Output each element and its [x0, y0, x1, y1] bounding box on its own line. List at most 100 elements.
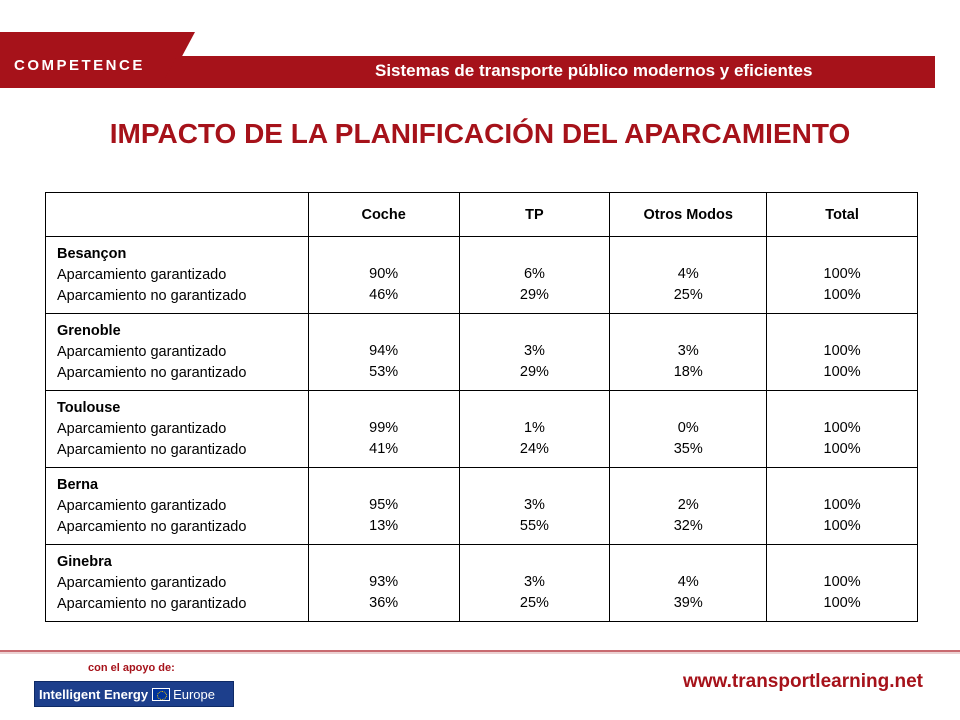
- total-cell: 100% 100%: [766, 390, 918, 468]
- value: 4%: [677, 266, 699, 282]
- value: 25%: [519, 595, 549, 611]
- value: 99%: [369, 420, 399, 436]
- value: 100%: [823, 343, 861, 359]
- total-cell: 100% 100%: [766, 544, 918, 622]
- value: 6%: [523, 266, 545, 282]
- value: 25%: [673, 287, 703, 303]
- value: 55%: [519, 518, 549, 534]
- table-row: Grenoble Aparcamiento garantizado Aparca…: [45, 313, 918, 391]
- iee-logo-text: Intelligent Energy: [39, 686, 149, 702]
- city-cell: Ginebra Aparcamiento garantizado Aparcam…: [45, 544, 309, 622]
- header-tp: TP: [458, 192, 611, 237]
- coche-cell: 99% 41%: [307, 390, 460, 468]
- value: 100%: [823, 364, 861, 380]
- header-empty: [45, 192, 309, 237]
- city-name: Berna: [57, 476, 99, 493]
- city-name: Ginebra: [57, 553, 112, 570]
- total-cell: 100% 100%: [766, 236, 918, 314]
- value: 2%: [677, 497, 699, 513]
- table-header-row: Coche TP Otros Modos Total: [45, 192, 918, 237]
- coche-cell: 95% 13%: [307, 467, 460, 545]
- value: 36%: [369, 595, 399, 611]
- value: 100%: [823, 266, 861, 282]
- value: 100%: [823, 441, 861, 457]
- value: 29%: [519, 287, 549, 303]
- iee-logo-suffix: Europe: [173, 686, 215, 702]
- value: 24%: [519, 441, 549, 457]
- value: 4%: [677, 574, 699, 590]
- coche-cell: 93% 36%: [307, 544, 460, 622]
- city-name: Toulouse: [57, 399, 121, 416]
- tp-cell: 6% 29%: [458, 236, 611, 314]
- header-coche: Coche: [307, 192, 460, 237]
- intelligent-energy-europe-logo: Intelligent Energy Europe: [34, 681, 234, 707]
- parking-impact-table: Coche TP Otros Modos Total Besançon Apar…: [45, 192, 918, 622]
- city-cell: Besançon Aparcamiento garantizado Aparca…: [45, 236, 309, 314]
- value: 100%: [823, 287, 861, 303]
- city-name: Grenoble: [57, 322, 121, 339]
- value: 100%: [823, 420, 861, 436]
- total-cell: 100% 100%: [766, 313, 918, 391]
- eu-flag-icon: [152, 687, 171, 701]
- value: 0%: [677, 420, 699, 436]
- value: 1%: [523, 420, 545, 436]
- value: 95%: [369, 497, 399, 513]
- row-label-guaranteed: Aparcamiento garantizado: [57, 420, 227, 437]
- website-link[interactable]: www.transportlearning.net: [683, 671, 923, 692]
- competence-logo: COMPETENCE: [14, 57, 145, 74]
- row-label-not-guaranteed: Aparcamiento no garantizado: [57, 441, 247, 458]
- tp-cell: 3% 55%: [458, 467, 611, 545]
- value: 53%: [369, 364, 399, 380]
- value: 13%: [369, 518, 399, 534]
- value: 32%: [673, 518, 703, 534]
- value: 3%: [523, 343, 545, 359]
- city-cell: Grenoble Aparcamiento garantizado Aparca…: [45, 313, 309, 391]
- header-otros-modos: Otros Modos: [609, 192, 768, 237]
- value: 41%: [369, 441, 399, 457]
- coche-cell: 94% 53%: [307, 313, 460, 391]
- table-row: Ginebra Aparcamiento garantizado Aparcam…: [45, 544, 918, 622]
- otros-cell: 4% 25%: [609, 236, 768, 314]
- support-label: con el apoyo de:: [88, 662, 175, 674]
- otros-cell: 4% 39%: [609, 544, 768, 622]
- value: 46%: [369, 287, 399, 303]
- otros-cell: 2% 32%: [609, 467, 768, 545]
- banner-shape: [0, 32, 935, 88]
- city-cell: Toulouse Aparcamiento garantizado Aparca…: [45, 390, 309, 468]
- value: 29%: [519, 364, 549, 380]
- value: 100%: [823, 518, 861, 534]
- tp-cell: 3% 29%: [458, 313, 611, 391]
- row-label-not-guaranteed: Aparcamiento no garantizado: [57, 364, 247, 381]
- header-total: Total: [766, 192, 918, 237]
- table-row: Toulouse Aparcamiento garantizado Aparca…: [45, 390, 918, 468]
- row-label-guaranteed: Aparcamiento garantizado: [57, 574, 227, 591]
- otros-cell: 3% 18%: [609, 313, 768, 391]
- otros-cell: 0% 35%: [609, 390, 768, 468]
- coche-cell: 90% 46%: [307, 236, 460, 314]
- tp-cell: 1% 24%: [458, 390, 611, 468]
- value: 18%: [673, 364, 703, 380]
- row-label-guaranteed: Aparcamiento garantizado: [57, 266, 227, 283]
- row-label-not-guaranteed: Aparcamiento no garantizado: [57, 287, 247, 304]
- footer-divider: [0, 650, 960, 654]
- value: 35%: [673, 441, 703, 457]
- value: 90%: [369, 266, 399, 282]
- value: 3%: [677, 343, 699, 359]
- row-label-guaranteed: Aparcamiento garantizado: [57, 497, 227, 514]
- page-title: IMPACTO DE LA PLANIFICACIÓN DEL APARCAMI…: [109, 118, 851, 149]
- total-cell: 100% 100%: [766, 467, 918, 545]
- value: 100%: [823, 574, 861, 590]
- row-label-guaranteed: Aparcamiento garantizado: [57, 343, 227, 360]
- value: 94%: [369, 343, 399, 359]
- value: 93%: [369, 574, 399, 590]
- row-label-not-guaranteed: Aparcamiento no garantizado: [57, 518, 247, 535]
- value: 3%: [523, 497, 545, 513]
- value: 100%: [823, 497, 861, 513]
- value: 100%: [823, 595, 861, 611]
- header-tagline: Sistemas de transporte público modernos …: [375, 61, 813, 80]
- city-cell: Berna Aparcamiento garantizado Aparcamie…: [45, 467, 309, 545]
- city-name: Besançon: [57, 245, 127, 262]
- value: 3%: [523, 574, 545, 590]
- tp-cell: 3% 25%: [458, 544, 611, 622]
- table-row: Berna Aparcamiento garantizado Aparcamie…: [45, 467, 918, 545]
